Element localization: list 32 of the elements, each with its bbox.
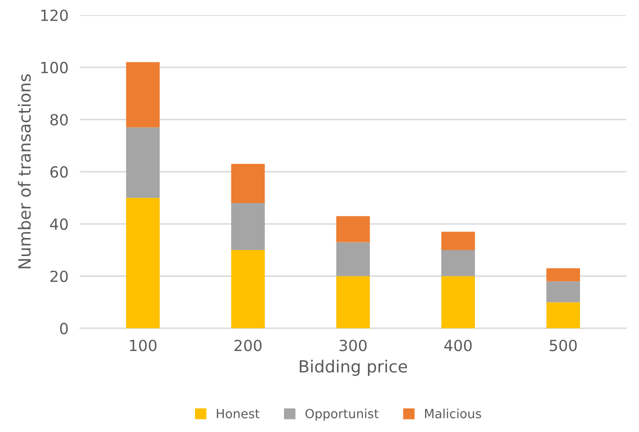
bar — [336, 216, 370, 242]
legend-label: Opportunist — [305, 408, 379, 421]
bar — [126, 62, 160, 128]
bar — [231, 203, 265, 250]
x-tick-label: 300 — [340, 340, 367, 352]
bar — [441, 250, 475, 276]
bar — [441, 276, 475, 328]
bar — [441, 232, 475, 250]
legend-label: Honest — [216, 409, 260, 418]
bar — [231, 250, 265, 328]
bar — [546, 281, 580, 302]
x-tick-label: 100 — [130, 340, 156, 352]
bar — [336, 276, 370, 328]
y-tick-label: 60 — [50, 166, 68, 178]
bar — [231, 164, 265, 204]
x-tick-label: 200 — [234, 340, 262, 352]
y-tick-label: 0 — [60, 322, 68, 334]
bar — [126, 127, 160, 198]
y-axis-title: Number of transactions — [18, 74, 31, 268]
y-tick-label: 80 — [50, 114, 68, 126]
x-axis-title: Bidding price — [300, 360, 408, 376]
bar — [546, 268, 580, 282]
y-tick-label: 40 — [50, 218, 68, 230]
y-tick-label: 100 — [41, 62, 68, 74]
bar — [546, 302, 580, 328]
x-tick-label: 400 — [444, 340, 472, 352]
bar — [336, 242, 370, 276]
legend-label: Malicious — [425, 408, 482, 418]
y-tick-label: 120 — [41, 10, 68, 22]
y-tick-label: 20 — [50, 270, 68, 282]
x-tick-label: 500 — [550, 340, 577, 352]
bar — [126, 198, 160, 328]
